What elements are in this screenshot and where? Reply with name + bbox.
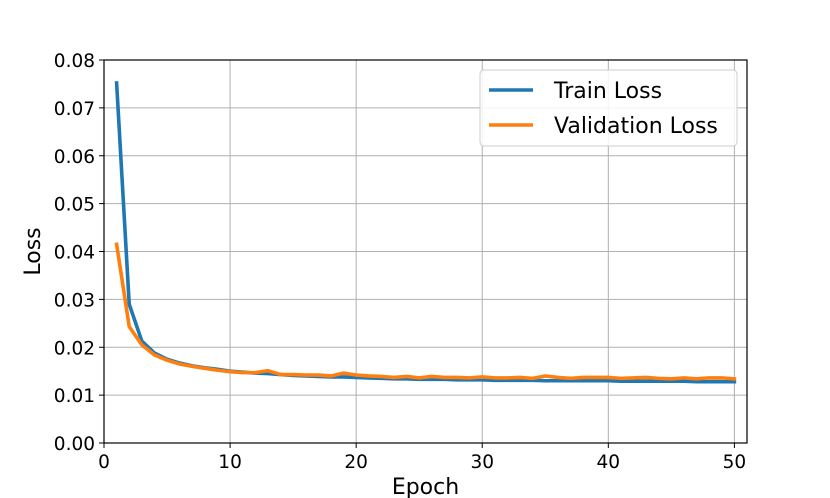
y-tick-label: 0.02 — [54, 338, 95, 359]
train-loss-legend-label: Train Loss — [553, 79, 662, 104]
y-tick-label: 0.07 — [54, 99, 95, 120]
x-axis-ticks: 0 10 20 30 40 50 — [98, 443, 746, 473]
x-tick-label: 50 — [723, 452, 747, 473]
validation-loss-line — [114, 242, 737, 381]
x-axis-label: Epoch — [392, 475, 459, 498]
validation-loss-legend-label: Validation Loss — [554, 114, 718, 139]
legend-box — [479, 69, 738, 147]
x-tick-label: 40 — [597, 452, 621, 473]
x-tick-label: 10 — [218, 452, 242, 473]
x-tick-label: 30 — [470, 452, 494, 473]
y-tick-label: 0.03 — [54, 290, 95, 311]
y-axis-label: Loss — [21, 227, 46, 275]
y-axis-ticks: 0.00 0.01 0.02 0.03 0.04 0.05 0.06 0.07 0.08 — [54, 51, 104, 455]
x-tick-label: 0 — [98, 452, 110, 473]
series-lines — [114, 81, 737, 384]
legend: Train Loss Validation Loss — [479, 69, 738, 147]
y-tick-label: 0.05 — [54, 195, 95, 216]
x-tick-label: 20 — [344, 452, 368, 473]
y-tick-label: 0.00 — [54, 434, 95, 455]
y-tick-label: 0.01 — [54, 386, 95, 407]
y-tick-label: 0.04 — [54, 243, 95, 264]
y-tick-label: 0.08 — [54, 51, 95, 72]
y-tick-label: 0.06 — [54, 147, 95, 168]
